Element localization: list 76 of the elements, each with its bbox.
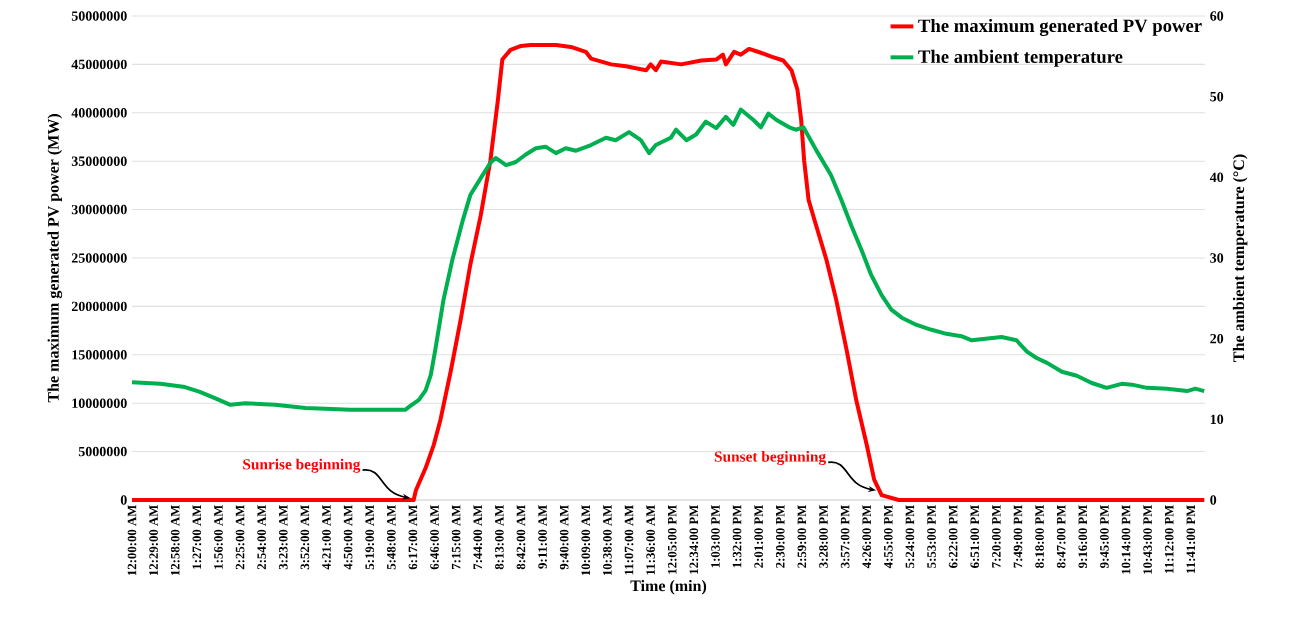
y-tick-label: 10000000 (72, 398, 127, 408)
y2-tick-label: 50 (1210, 91, 1224, 102)
x-tick-label: 7:44:00 AM (473, 505, 483, 570)
x-tick-label: 12:34:00 PM (689, 505, 699, 574)
x-tick-label: 2:01:00 PM (754, 505, 764, 568)
legend-label: The ambient temperature (918, 49, 1123, 67)
x-tick-label: 3:52:00 AM (300, 505, 310, 570)
x-tick-label: 10:09:00 AM (581, 505, 591, 576)
x-tick-label: 6:22:00 PM (948, 505, 958, 568)
x-tick-label: 5:53:00 PM (927, 505, 936, 568)
x-tick-label: 2:30:00 PM (775, 505, 785, 568)
x-tick-label: 4:55:00 PM (883, 505, 893, 569)
x-tick-label: 7:49:00 PM (1013, 505, 1023, 568)
x-tick-label: 7:20:00 PM (992, 505, 1001, 568)
x-tick-label: 1:32:00 PM (732, 505, 742, 568)
y-tick-label: 35000000 (71, 156, 127, 166)
x-tick-label: 6:46:00 AM (430, 505, 439, 570)
x-tick-label: 1:56:00 AM (214, 505, 223, 569)
x-tick-label: 5:48:00 AM (386, 505, 396, 570)
x-tick-label: 4:26:00 PM (862, 505, 872, 569)
y-tick-label: 50000000 (71, 11, 127, 21)
x-tick-label: 2:54:00 AM (257, 505, 267, 570)
y-tick-label: 40000000 (71, 108, 127, 118)
x-tick-label: 10:38:00 AM (603, 505, 612, 576)
x-tick-label: 9:16:00 PM (1078, 505, 1088, 568)
x-tick-label: 3:28:00 PM (819, 505, 828, 568)
x-tick-label: 6:17:00 AM (408, 505, 418, 570)
annotation: Sunrise beginning (243, 458, 361, 473)
x-tick-label: 8:13:00 AM (495, 505, 504, 570)
x-tick-label: 12:29:00 AM (149, 505, 158, 576)
y-tick-label: 20000000 (71, 301, 127, 312)
y-tick-label: 30000000 (71, 204, 127, 215)
x-tick-label: 10:43:00 PM (1143, 505, 1152, 574)
x-tick-label: 5:24:00 PM (905, 505, 915, 568)
x-tick-label: 4:21:00 AM (322, 505, 331, 570)
x-tick-label: 8:42:00 AM (516, 505, 526, 570)
y-tick-label: 0 (120, 495, 127, 505)
x-tick-label: 1:03:00 PM (711, 505, 720, 568)
x-tick-label: 3:57:00 PM (840, 505, 850, 568)
legend-label: The maximum generated PV power (918, 18, 1202, 36)
y2-tick-label: 20 (1210, 333, 1224, 344)
x-tick-label: 7:15:00 AM (451, 505, 461, 570)
x-tick-label: 11:07:00 AM (624, 505, 634, 575)
x-tick-label: 5:19:00 AM (365, 505, 375, 570)
y-axis-title: The maximum generated PV power (MW) (47, 114, 63, 403)
x-tick-label: 11:36:00 AM (646, 505, 655, 575)
x-tick-label: 9:40:00 AM (559, 505, 569, 570)
x-tick-label: 9:11:00 AM (538, 505, 547, 569)
y-tick-label: 15000000 (72, 350, 127, 360)
x-tick-label: 12:05:00 PM (667, 505, 677, 574)
y2-axis-title: The ambient temperature (°C) (1232, 154, 1248, 362)
y2-tick-label: 10 (1210, 414, 1224, 425)
x-tick-label: 8:47:00 PM (1056, 505, 1066, 568)
y-tick-label: 5000000 (78, 446, 127, 457)
x-axis-title: Time (min) (630, 579, 707, 595)
x-tick-label: 11:12:00 PM (1164, 505, 1174, 573)
x-tick-label: 2:25:00 AM (235, 505, 245, 570)
y2-tick-label: 60 (1210, 11, 1224, 21)
y2-tick-label: 30 (1210, 253, 1224, 263)
annotation: Sunset beginning (714, 450, 826, 465)
x-tick-label: 11:41:00 PM (1186, 505, 1196, 573)
y2-tick-label: 40 (1209, 172, 1224, 183)
x-tick-label: 2:59:00 PM (797, 505, 807, 568)
x-tick-label: 9:45:00 PM (1100, 505, 1109, 568)
x-tick-label: 6:51:00 PM (970, 505, 980, 568)
x-tick-label: 1:27:00 AM (192, 505, 202, 569)
x-tick-label: 12:00:00 AM (127, 505, 137, 576)
x-tick-label: 10:14:00 PM (1121, 505, 1131, 574)
y-tick-label: 45000000 (71, 59, 127, 70)
y2-tick-label: 0 (1210, 495, 1217, 505)
x-tick-label: 8:18:00 PM (1035, 505, 1044, 568)
x-tick-label: 3:23:00 AM (278, 505, 288, 570)
x-tick-label: 12:58:00 AM (170, 505, 180, 576)
line-series (130, 43, 1207, 502)
x-tick-label: 4:50:00 AM (343, 505, 353, 570)
y-tick-label: 25000000 (71, 253, 127, 263)
